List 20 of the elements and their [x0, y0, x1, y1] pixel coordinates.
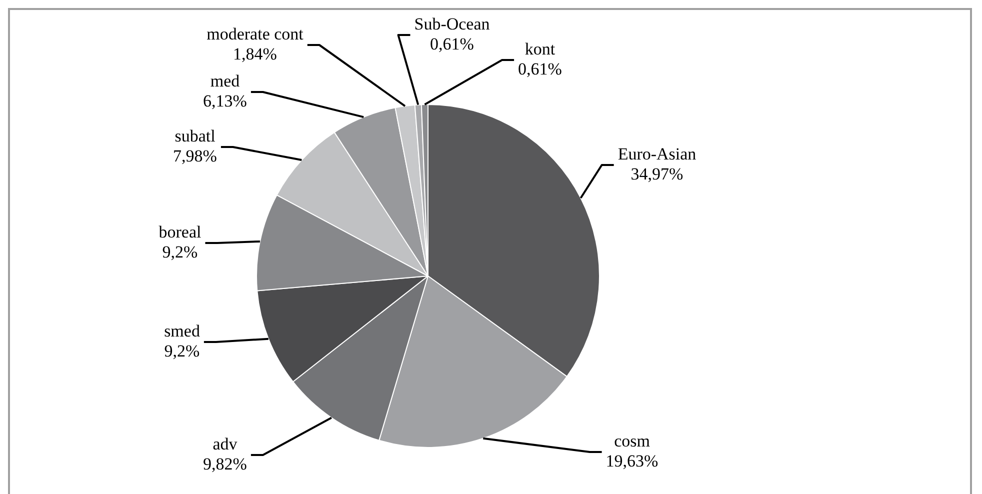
slice-label: moderate cont — [206, 24, 304, 44]
data-label: 9,2% — [162, 242, 198, 262]
data-label: 1,84% — [233, 44, 277, 64]
slice-label: subatl — [174, 126, 216, 146]
data-label: 0,61% — [518, 59, 562, 78]
slice-label: Sub-Ocean — [414, 14, 490, 34]
data-label: 19,63% — [606, 451, 658, 470]
slice-label: adv — [212, 434, 238, 454]
slice-label: smed — [164, 321, 200, 340]
data-label: 6,13% — [203, 91, 247, 110]
slice-label: kont — [524, 39, 556, 58]
data-label: 7,98% — [173, 146, 217, 166]
slice-label: boreal — [158, 222, 202, 242]
data-label: 34,97% — [630, 164, 684, 184]
data-label: 0,61% — [430, 34, 474, 54]
slice-label: med — [210, 71, 240, 90]
data-label: 9,82% — [203, 454, 247, 474]
data-label: 9,2% — [164, 341, 200, 360]
slice-label: Euro-Asian — [618, 144, 697, 164]
slice-label: cosm — [614, 431, 650, 450]
